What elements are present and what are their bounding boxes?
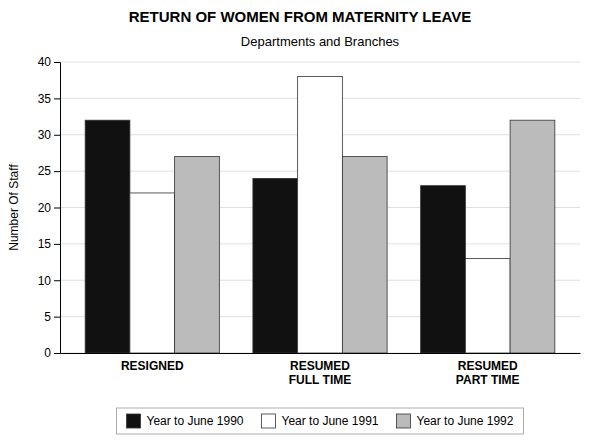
tick: 0 [44,346,60,360]
legend-swatch [396,414,410,428]
subtitle: Departments and Branches [241,34,400,49]
legend: Year to June 1990 Year to June 1991 Year t… [117,408,524,434]
tick-mark [54,208,60,209]
bar [253,178,298,353]
tick-label: 15 [38,237,52,251]
y-axis: 0 5 10 15 20 25 30 35 40 [38,55,61,360]
tick-mark [54,98,60,99]
tick: 5 [44,310,60,324]
tick-label: 25 [38,164,52,178]
tick-label: 5 [44,310,51,324]
bar [298,77,343,353]
legend-label: Year to June 1990 [147,414,244,428]
x-axis: RESIGNEDRESUMEDFULL TIMERESUMEDPART TIME [61,354,581,387]
grid [60,62,580,353]
tick-mark [54,317,60,318]
axis-title: Number Of Staff [7,164,21,251]
bar [342,157,387,353]
tick-mark [54,280,60,281]
title: RETURN OF WOMEN FROM MATERNITY LEAVE [129,8,472,25]
legend-box [117,408,524,434]
tick-label: RESIGNED [121,359,184,373]
tick: 30 [38,128,60,142]
bars [85,77,555,353]
bar [85,120,130,353]
tick: RESUMEDFULL TIME [289,359,351,387]
legend-label: Year to June 1992 [416,414,513,428]
bar-series [175,120,555,353]
tick: 20 [38,201,60,215]
tick-label: 10 [38,274,52,288]
tick: 25 [38,164,60,178]
tick-label: RESUMEDPART TIME [456,359,520,387]
plot: 0510152025303540RESIGNEDRESUMEDFULL TIME… [38,55,581,387]
tick-mark [54,244,60,245]
tick: 35 [38,92,60,106]
tick-label-line: RESUMED [290,359,350,373]
grid-line [60,62,580,63]
legend-swatch [262,414,276,428]
chart: RETURN OF WOMEN FROM MATERNITY LEAVE Depa… [0,0,600,445]
legend-label: Year to June 1991 [282,414,379,428]
bar [175,157,220,353]
legend-swatch [127,414,141,428]
tick-label-line: PART TIME [456,373,520,387]
tick-mark [54,171,60,172]
tick: 40 [38,55,60,69]
tick-mark [54,353,60,354]
tick-label: 0 [44,346,51,360]
bar [510,120,555,353]
tick-label: RESUMEDFULL TIME [289,359,351,387]
bar-series [130,77,510,353]
legend-item: Year to June 1992 [396,414,513,428]
tick: 10 [38,274,60,288]
legend-item: Year to June 1990 [127,414,244,428]
tick-label: 35 [38,92,52,106]
tick-label-line: RESUMED [458,359,518,373]
bar [421,186,466,353]
tick-label-line: FULL TIME [289,373,351,387]
tick: 15 [38,237,60,251]
bar-series [85,120,465,353]
tick-mark [54,135,60,136]
bar [465,258,510,353]
tick-label: 20 [38,201,52,215]
tick-label: 30 [38,128,52,142]
bar [130,193,175,353]
tick: RESIGNED [121,359,184,373]
axis-line [54,63,61,354]
legend-item: Year to June 1991 [262,414,379,428]
tick: RESUMEDPART TIME [456,359,520,387]
tick-mark [54,62,60,63]
tick-label: 40 [38,55,52,69]
tick-label-line: RESIGNED [121,359,184,373]
axis-line [61,353,581,354]
